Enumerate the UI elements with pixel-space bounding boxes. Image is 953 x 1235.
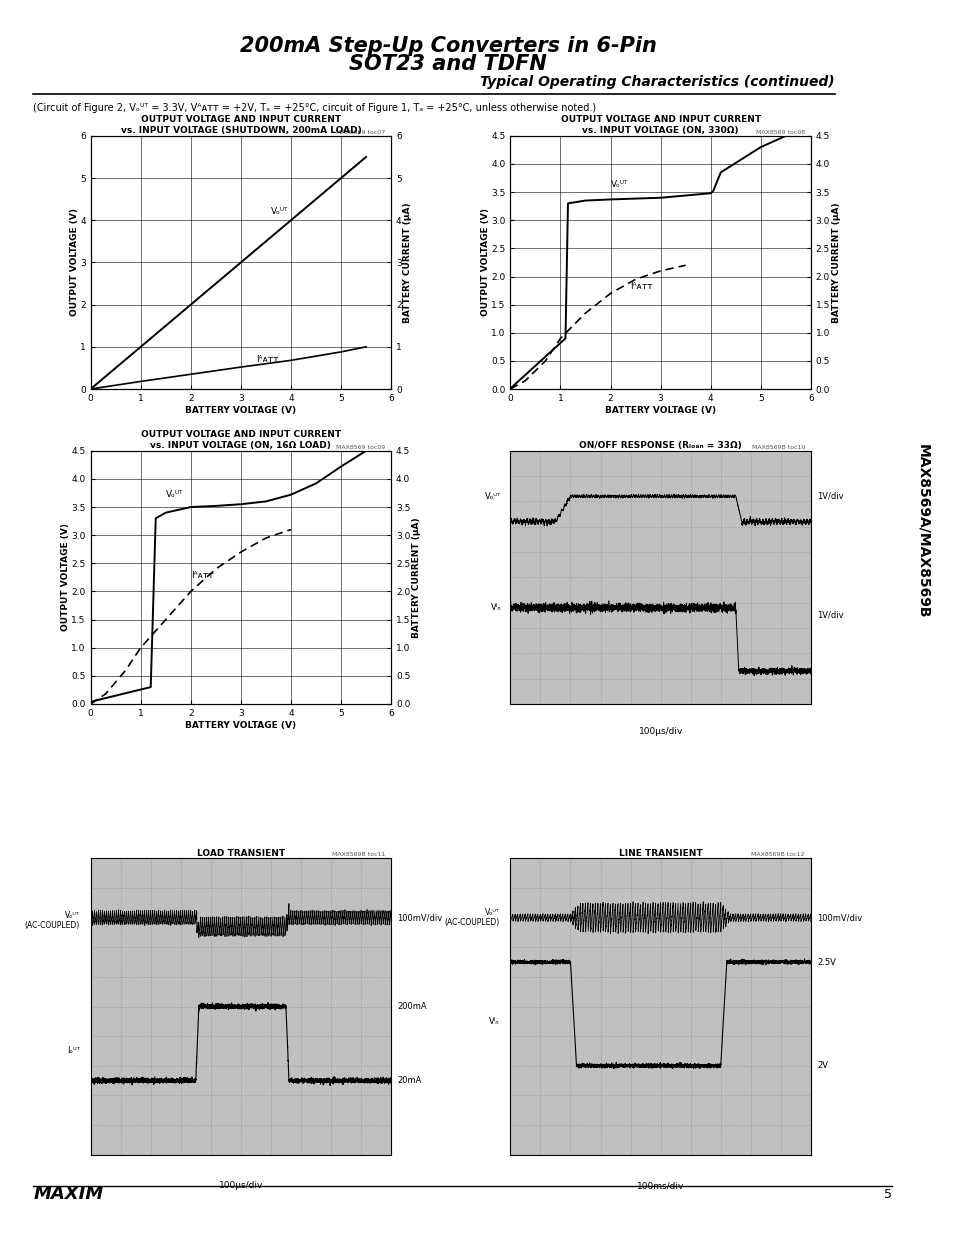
Y-axis label: OUTPUT VOLTAGE (V): OUTPUT VOLTAGE (V) — [61, 524, 70, 631]
Text: Vₒᵁᵀ: Vₒᵁᵀ — [271, 207, 288, 216]
Text: MAX8569A/MAX8569B: MAX8569A/MAX8569B — [916, 443, 929, 619]
Title: OUTPUT VOLTAGE AND INPUT CURRENT
vs. INPUT VOLTAGE (ON, 330Ω): OUTPUT VOLTAGE AND INPUT CURRENT vs. INP… — [560, 115, 760, 135]
Y-axis label: BATTERY CURRENT (μA): BATTERY CURRENT (μA) — [403, 203, 412, 322]
Y-axis label: OUTPUT VOLTAGE (V): OUTPUT VOLTAGE (V) — [70, 209, 78, 316]
Text: 1V/div: 1V/div — [816, 492, 842, 501]
Y-axis label: BATTERY CURRENT (μA): BATTERY CURRENT (μA) — [831, 203, 840, 322]
X-axis label: BATTERY VOLTAGE (V): BATTERY VOLTAGE (V) — [604, 405, 716, 415]
Text: 100mV/div: 100mV/div — [396, 913, 442, 923]
Text: Vᴵₙ: Vᴵₙ — [489, 1016, 499, 1026]
Y-axis label: OUTPUT VOLTAGE (V): OUTPUT VOLTAGE (V) — [480, 209, 489, 316]
Text: 2.5V: 2.5V — [816, 957, 835, 967]
Text: MAX8569B toc11: MAX8569B toc11 — [332, 852, 385, 857]
Text: 2V: 2V — [816, 1061, 827, 1071]
Text: Iᴬᴀᴛᴛ: Iᴬᴀᴛᴛ — [255, 354, 278, 364]
Text: MAX8569B toc12: MAX8569B toc12 — [751, 852, 804, 857]
Text: Iᴬᴀᴛᴛ: Iᴬᴀᴛᴛ — [630, 282, 653, 290]
Text: 20mA: 20mA — [396, 1076, 421, 1086]
Text: Vᴵₙ: Vᴵₙ — [490, 603, 501, 613]
Text: Vₒᵁᵀ: Vₒᵁᵀ — [166, 489, 183, 499]
Text: MAX8569 toc07: MAX8569 toc07 — [335, 130, 385, 135]
Title: OUTPUT VOLTAGE AND INPUT CURRENT
vs. INPUT VOLTAGE (ON, 16Ω LOAD): OUTPUT VOLTAGE AND INPUT CURRENT vs. INP… — [141, 430, 340, 450]
Title: LINE TRANSIENT: LINE TRANSIENT — [618, 848, 701, 857]
Text: SOT23 and TDFN: SOT23 and TDFN — [349, 54, 547, 74]
Text: Vₒᵁᵀ: Vₒᵁᵀ — [485, 492, 501, 501]
Text: 200mA: 200mA — [396, 1002, 426, 1011]
Text: 1V/div: 1V/div — [816, 611, 842, 620]
X-axis label: BATTERY VOLTAGE (V): BATTERY VOLTAGE (V) — [185, 720, 296, 730]
Text: 200mA Step-Up Converters in 6-Pin: 200mA Step-Up Converters in 6-Pin — [240, 36, 656, 56]
Text: MAXIM: MAXIM — [33, 1186, 104, 1203]
Title: LOAD TRANSIENT: LOAD TRANSIENT — [196, 848, 285, 857]
Text: Vₒᵁᵀ: Vₒᵁᵀ — [610, 180, 627, 189]
Text: (Circuit of Figure 2, Vₒᵁᵀ = 3.3V, Vᴬᴀᴛᴛ = +2V, Tₐ = +25°C, circuit of Figure 1,: (Circuit of Figure 2, Vₒᵁᵀ = 3.3V, Vᴬᴀᴛᴛ… — [33, 103, 596, 112]
Y-axis label: BATTERY CURRENT (μA): BATTERY CURRENT (μA) — [412, 517, 420, 637]
Text: Vₒᵁᵀ
(AC-COUPLED): Vₒᵁᵀ (AC-COUPLED) — [444, 908, 499, 927]
X-axis label: BATTERY VOLTAGE (V): BATTERY VOLTAGE (V) — [185, 405, 296, 415]
Text: MAX8569 toc08: MAX8569 toc08 — [755, 130, 804, 135]
Text: MAX8569B toc10: MAX8569B toc10 — [751, 445, 804, 450]
Text: Vₒᵁᵀ
(AC-COUPLED): Vₒᵁᵀ (AC-COUPLED) — [25, 911, 80, 930]
Text: 100μs/div: 100μs/div — [218, 1182, 263, 1191]
Text: 100ms/div: 100ms/div — [637, 1182, 683, 1191]
Text: Iᴬᴀᴛᴛ: Iᴬᴀᴛᴛ — [191, 571, 213, 580]
Text: 5: 5 — [883, 1188, 891, 1200]
Text: 100mV/div: 100mV/div — [816, 913, 862, 923]
Title: OUTPUT VOLTAGE AND INPUT CURRENT
vs. INPUT VOLTAGE (SHUTDOWN, 200mA LOAD): OUTPUT VOLTAGE AND INPUT CURRENT vs. INP… — [120, 115, 361, 135]
Text: MAX8569 toc09: MAX8569 toc09 — [335, 445, 385, 450]
Text: Typical Operating Characteristics (continued): Typical Operating Characteristics (conti… — [479, 75, 834, 89]
Title: ON/OFF RESPONSE (Rₗₒₐₙ = 33Ω): ON/OFF RESPONSE (Rₗₒₐₙ = 33Ω) — [578, 441, 741, 450]
Text: Iₒᵁᵀ: Iₒᵁᵀ — [67, 1046, 80, 1056]
Text: 100μs/div: 100μs/div — [638, 726, 682, 736]
